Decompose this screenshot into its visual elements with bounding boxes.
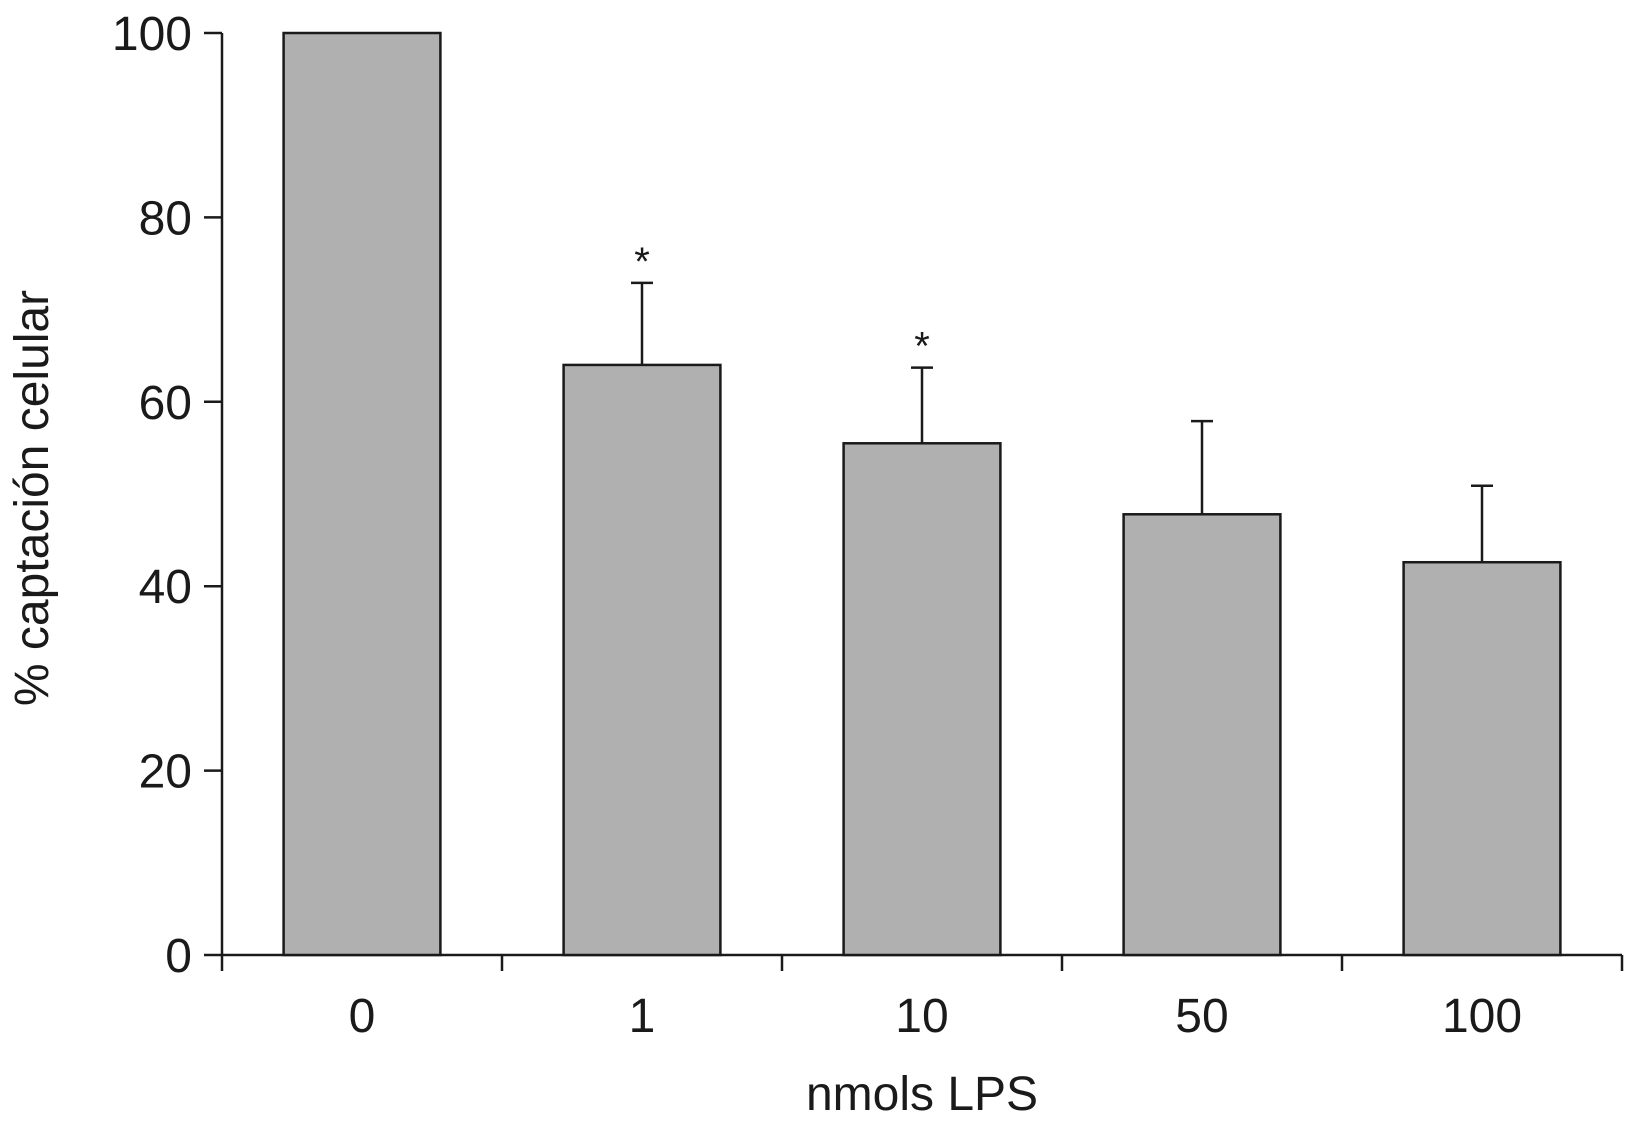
- bar: [562, 363, 722, 957]
- significance-marker: *: [634, 240, 650, 284]
- x-axis: 0 1 10 50 100: [220, 953, 1624, 1043]
- y-tick-label: 80: [139, 192, 192, 245]
- bar: [842, 442, 1002, 957]
- y-tick-label: 20: [139, 746, 192, 799]
- bars: **: [282, 31, 1562, 957]
- x-tick-label: 100: [1442, 990, 1522, 1043]
- y-tick-label: 60: [139, 377, 192, 430]
- y-tick-label: 40: [139, 561, 192, 614]
- x-tick-label: 10: [895, 990, 948, 1043]
- y-axis-title: % captación celular: [6, 290, 59, 706]
- x-axis-title: nmols LPS: [806, 1068, 1038, 1121]
- y-tick-label: 0: [165, 930, 192, 983]
- significance-marker: *: [914, 325, 930, 369]
- bar: [1122, 513, 1282, 957]
- bar: [282, 31, 442, 957]
- y-axis: 0 20 40 60 80 100: [112, 8, 224, 983]
- x-tick-label: 1: [629, 990, 656, 1043]
- x-tick-label: 0: [349, 990, 376, 1043]
- bar: [1402, 560, 1562, 957]
- y-tick-label: 100: [112, 8, 192, 61]
- x-tick-label: 50: [1175, 990, 1228, 1043]
